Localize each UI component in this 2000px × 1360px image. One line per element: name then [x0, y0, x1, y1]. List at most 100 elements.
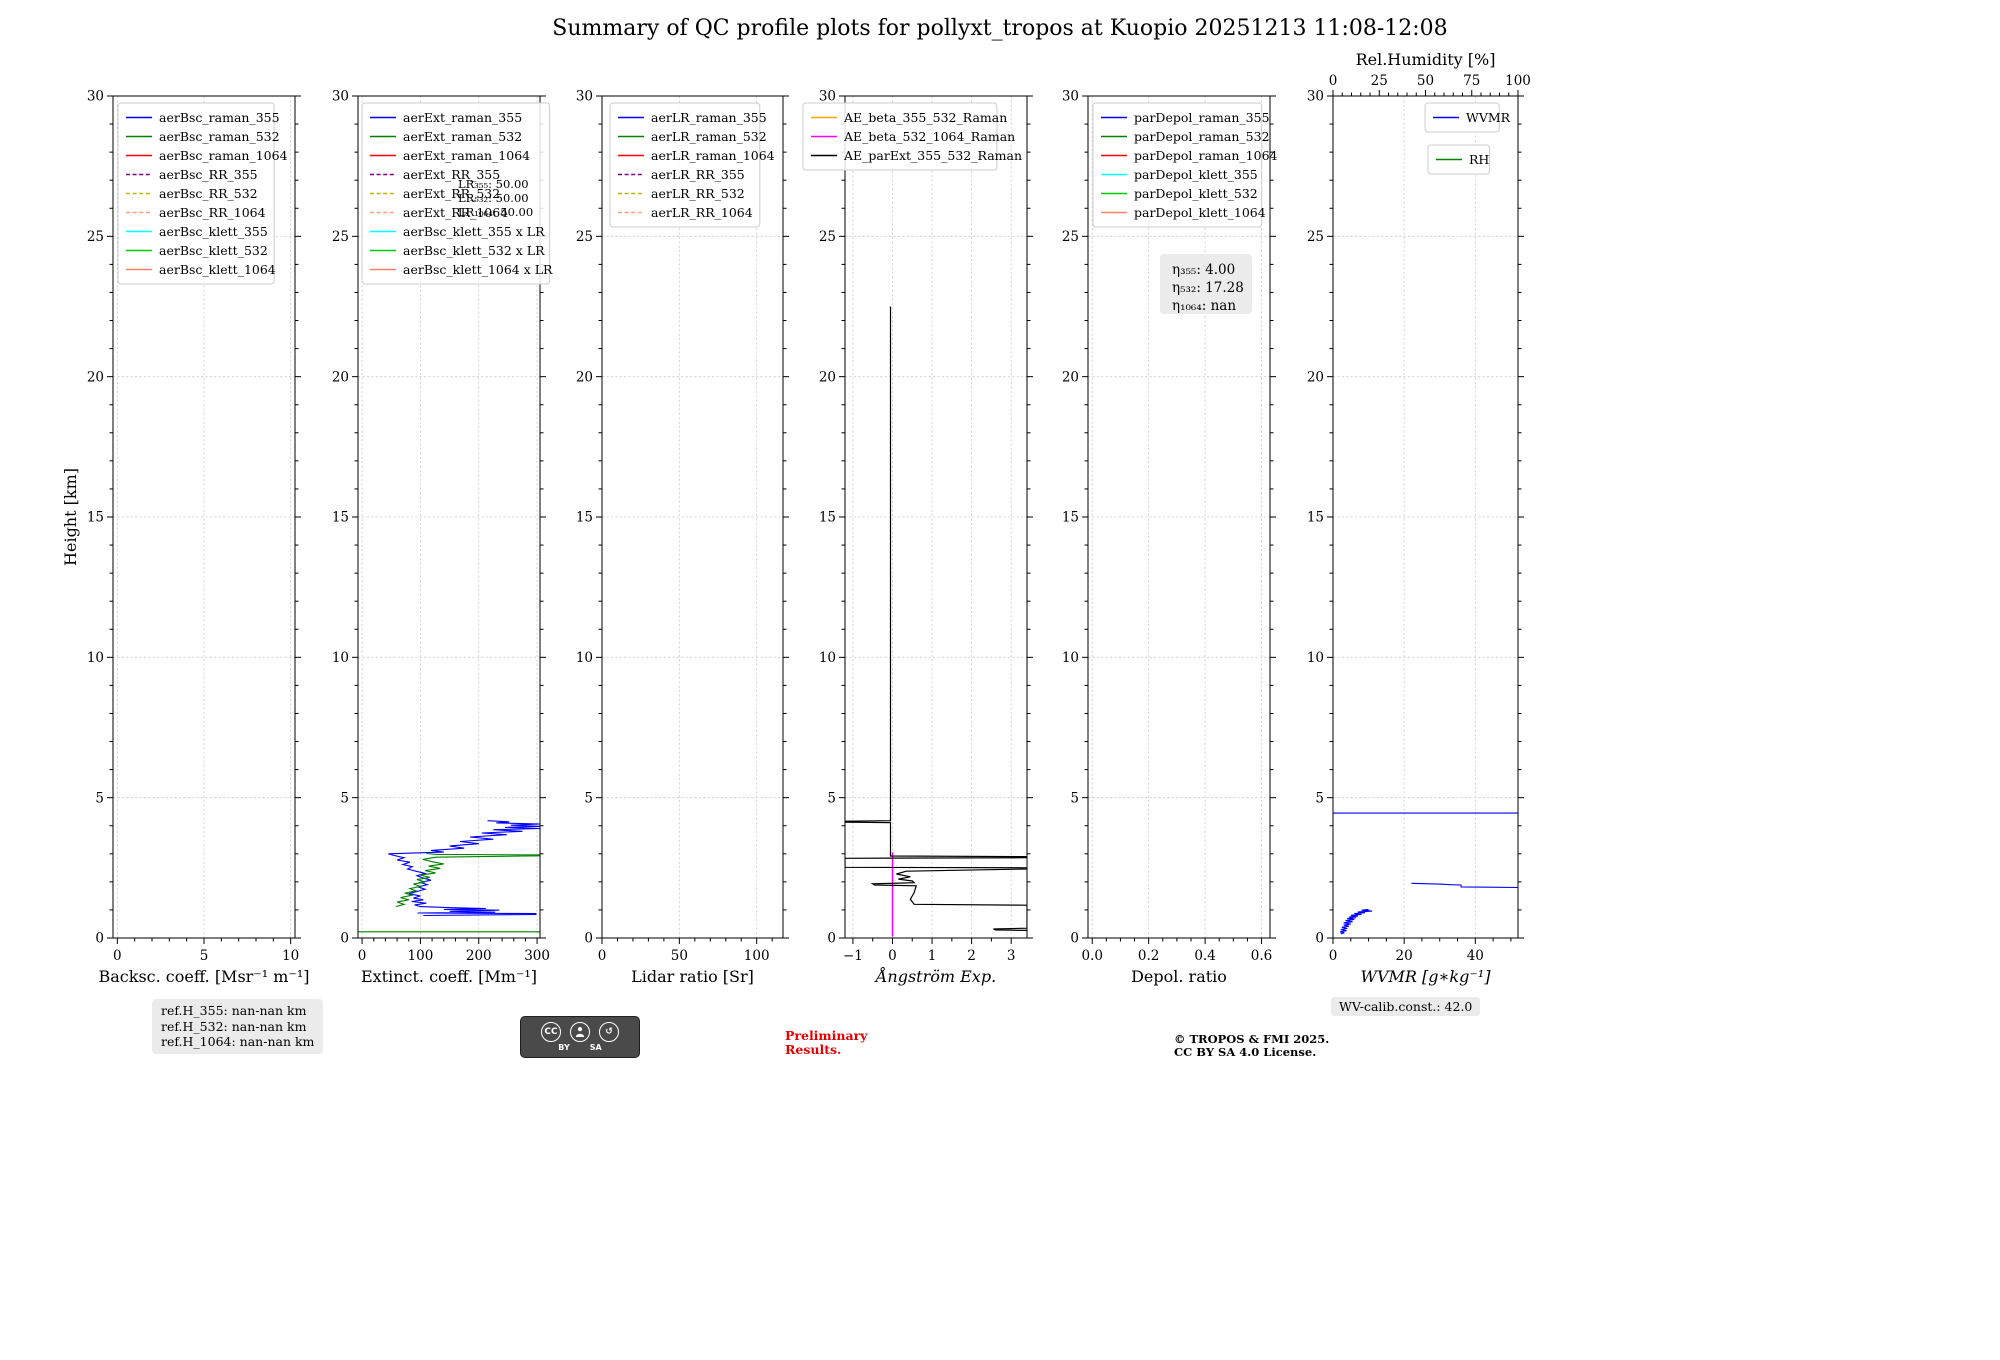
cc-logo-icon: CC [541, 1022, 561, 1042]
svg-text:0.6: 0.6 [1251, 948, 1272, 964]
lidar-ratio-axis-ticks [596, 95, 789, 944]
svg-text:200: 200 [466, 948, 492, 964]
legend-label-aerExt_raman_355: aerExt_raman_355 [403, 110, 522, 125]
svg-text:20: 20 [1307, 369, 1324, 385]
cc-by-person-icon [570, 1022, 590, 1042]
extinction-xlabel: Extinct. coeff. [Mm⁻¹] [361, 967, 537, 986]
series-aerExt_raman_355 [388, 820, 540, 917]
depol-ratio-legend-0: parDepol_raman_355 parDepol_raman_532 parD… [1092, 102, 1278, 228]
svg-text:LR₃₅₅: 50.00: LR₃₅₅: 50.00 [458, 177, 529, 191]
cc-sa-label: SA [589, 1043, 602, 1052]
lidar-ratio-legend-0: aerLR_raman_355 aerLR_raman_532 aerLR_rama… [609, 102, 775, 228]
svg-text:20: 20 [1062, 369, 1079, 385]
svg-text:−1: −1 [843, 948, 863, 964]
series-WVMR_profile_low [1339, 908, 1373, 935]
legend-label-aerExt_raman_1064: aerExt_raman_1064 [403, 148, 530, 163]
legend-label-aerBsc_RR_355: aerBsc_RR_355 [159, 167, 258, 182]
svg-text:25: 25 [576, 229, 593, 245]
legend-label-parDepol_klett_355: parDepol_klett_355 [1134, 167, 1258, 182]
svg-text:1: 1 [928, 948, 937, 964]
copyright-line-2: CC BY SA 4.0 License. [1174, 1045, 1317, 1059]
ref-h-355: ref.H_355: nan-nan km [161, 1003, 307, 1018]
svg-text:15: 15 [819, 510, 836, 526]
legend-label-aerLR_raman_532: aerLR_raman_532 [651, 129, 767, 144]
depol-ratio-xlabel: Depol. ratio [1131, 967, 1227, 986]
svg-text:0: 0 [1070, 931, 1079, 947]
svg-text:5: 5 [1070, 790, 1079, 806]
svg-text:25: 25 [1307, 229, 1324, 245]
backscatter-tick-labels: 0 5 10 15 20 25 30 0 5 10 [87, 89, 299, 964]
panel-depol-ratio: 0 5 10 15 20 25 30 0.0 0.2 0.4 0.6 Depol. ratio parD… [1062, 89, 1278, 986]
legend-label-parDepol_klett_532: parDepol_klett_532 [1134, 186, 1258, 201]
svg-text:75: 75 [1463, 73, 1480, 89]
svg-text:25: 25 [1371, 73, 1388, 89]
legend-label-WVMR: WVMR [1466, 110, 1511, 125]
svg-text:30: 30 [819, 89, 836, 105]
svg-text:2: 2 [967, 948, 976, 964]
legend-label-aerBsc_klett_532 x LR: aerBsc_klett_532 x LR [403, 243, 545, 258]
wvmr-series [1333, 812, 1518, 935]
legend-label-aerLR_RR_355: aerLR_RR_355 [651, 167, 745, 182]
backscatter-axis-ticks [107, 95, 301, 944]
legend-label-aerBsc_klett_1064 x LR: aerBsc_klett_1064 x LR [403, 262, 553, 277]
series-WVMR_layer_mid [1411, 882, 1518, 889]
figure-title: Summary of QC profile plots for pollyxt_… [552, 16, 1448, 41]
svg-text:5: 5 [340, 790, 349, 806]
legend-label-aerBsc_raman_1064: aerBsc_raman_1064 [159, 148, 288, 163]
ref-h-532: ref.H_532: nan-nan km [161, 1018, 307, 1034]
extinction-series [358, 820, 540, 933]
svg-text:30: 30 [87, 89, 104, 105]
svg-text:0.2: 0.2 [1138, 948, 1159, 964]
svg-text:20: 20 [819, 369, 836, 385]
extinction-axis-ticks [352, 95, 546, 944]
wv-calibration-constant: WV-calib.const.: 42.0 [1331, 997, 1481, 1016]
legend-label-parDepol_raman_532: parDepol_raman_532 [1134, 129, 1270, 144]
y-axis-label: Height [km] [61, 468, 80, 566]
legend-label-parDepol_klett_1064: parDepol_klett_1064 [1134, 205, 1266, 220]
backscatter-xlabel: Backsc. coeff. [Msr⁻¹ m⁻¹] [98, 967, 309, 986]
svg-text:0: 0 [1315, 931, 1324, 947]
svg-text:3: 3 [1007, 948, 1016, 964]
svg-text:0: 0 [584, 931, 593, 947]
ref-h-1064: ref.H_1064: nan-nan km [161, 1034, 315, 1049]
svg-text:5: 5 [95, 790, 104, 806]
svg-text:η₅₃₂: 17.28: η₅₃₂: 17.28 [1172, 280, 1244, 296]
legend-label-aerExt_RR_1064: aerExt_RR_1064 [403, 205, 508, 220]
panel-backscatter: 0 5 10 15 20 25 30 0 5 10 Backsc. coeff. [Msr⁻¹ m⁻… [87, 89, 310, 986]
lidar-ratio-tick-labels: 0 5 10 15 20 25 30 0 50 100 [576, 89, 770, 964]
svg-text:10: 10 [87, 650, 104, 666]
legend-label-AE_beta_532_1064_Raman: AE_beta_532_1064_Raman [843, 129, 1015, 144]
svg-text:30: 30 [1307, 89, 1324, 105]
svg-text:10: 10 [332, 650, 349, 666]
svg-text:15: 15 [576, 510, 593, 526]
angstroem-legend-0: AE_beta_355_532_Raman AE_beta_532_1064_Ra… [802, 102, 1022, 171]
depol-ratio-annotation-0: η₃₅₅: 4.00 η₅₃₂: 17.28 η₁₀₆₄: nan [1160, 254, 1252, 314]
svg-text:25: 25 [332, 229, 349, 245]
legend-label-aerBsc_klett_355: aerBsc_klett_355 [159, 224, 268, 239]
svg-text:5: 5 [827, 790, 836, 806]
svg-text:40: 40 [1467, 948, 1484, 964]
svg-text:10: 10 [576, 650, 593, 666]
svg-text:25: 25 [1062, 229, 1079, 245]
svg-text:0: 0 [598, 948, 607, 964]
svg-text:30: 30 [576, 89, 593, 105]
svg-text:10: 10 [282, 948, 299, 964]
svg-text:15: 15 [1062, 510, 1079, 526]
svg-text:η₁₀₆₄: nan: η₁₀₆₄: nan [1172, 298, 1236, 314]
depol-ratio-tick-labels: 0 5 10 15 20 25 30 0.0 0.2 0.4 0.6 [1062, 89, 1272, 964]
legend-label-aerBsc_klett_355 x LR: aerBsc_klett_355 x LR [403, 224, 545, 239]
depol-ratio-gridlines [1088, 95, 1270, 939]
copyright-note: © TROPOS & FMI 2025. CC BY SA 4.0 Licens… [1174, 1033, 1329, 1059]
legend-label-aerBsc_klett_532: aerBsc_klett_532 [159, 243, 268, 258]
cc-license-badge: CC ↺ BY SA [520, 1016, 640, 1058]
svg-text:0: 0 [1329, 73, 1338, 89]
legend-label-aerBsc_RR_532: aerBsc_RR_532 [159, 186, 258, 201]
svg-text:25: 25 [819, 229, 836, 245]
svg-text:100: 100 [744, 948, 770, 964]
depol-ratio-axis-ticks [1082, 95, 1276, 944]
wvmr-gridlines [1332, 95, 1518, 939]
backscatter-legend-0: aerBsc_raman_355 aerBsc_raman_532 aerBsc_r… [117, 102, 288, 285]
